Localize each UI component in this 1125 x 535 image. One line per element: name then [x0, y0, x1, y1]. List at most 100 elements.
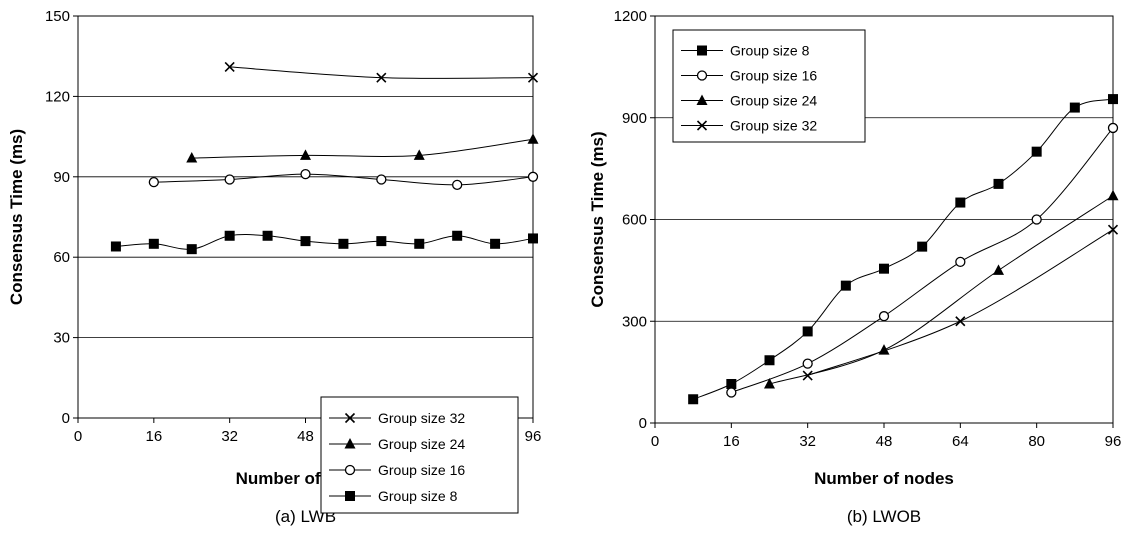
- x-tick-label: 0: [74, 428, 82, 445]
- legend-marker-x: [344, 412, 356, 424]
- data-point: [452, 179, 463, 190]
- data-point: [1108, 94, 1118, 105]
- series-group-size-16: [726, 122, 1119, 398]
- legend: Group size 8 Group size 16 Group size 24 Gr…: [672, 29, 866, 143]
- data-point: [262, 230, 273, 241]
- legend-label: Group size 16: [378, 462, 465, 478]
- data-point: [878, 311, 890, 322]
- y-tick-label: 0: [62, 410, 70, 427]
- data-point: [224, 230, 235, 241]
- legend-marker-square: [345, 491, 355, 501]
- y-tick-label: 30: [53, 330, 70, 347]
- data-point: [224, 61, 235, 72]
- data-point: [376, 174, 387, 185]
- legend-label: Group size 24: [378, 436, 465, 452]
- data-point: [186, 152, 198, 163]
- data-point: [1069, 102, 1080, 113]
- data-point: [338, 238, 349, 249]
- chart-caption: (b) LWOB: [847, 507, 921, 526]
- legend-label: Group size 24: [730, 93, 817, 109]
- series-line: [692, 98, 1114, 400]
- data-point: [1107, 122, 1119, 134]
- data-point: [186, 244, 197, 255]
- x-tick-label: 96: [525, 428, 542, 445]
- data-point: [840, 280, 851, 291]
- y-tick-label: 600: [622, 212, 647, 229]
- legend-label: Group size 16: [730, 68, 817, 84]
- data-point: [413, 149, 425, 160]
- series-line: [191, 138, 534, 159]
- data-point: [452, 230, 463, 241]
- legend-label: Group size 32: [378, 410, 465, 426]
- y-tick-label: 150: [45, 8, 70, 25]
- x-tick-label: 32: [799, 433, 816, 450]
- data-point: [764, 355, 775, 366]
- series-group-size-8: [688, 94, 1118, 405]
- y-tick-label: 300: [622, 313, 647, 330]
- data-point: [300, 149, 311, 160]
- panel-lwb: 03060901201500163248648096Number of node…: [7, 8, 541, 526]
- legend: Group size 32 Group size 24 Group size 16 G…: [320, 396, 519, 514]
- x-tick-label: 80: [1028, 433, 1045, 450]
- y-axis-title: Consensus Time (ms): [7, 129, 26, 305]
- data-point: [802, 370, 813, 381]
- data-point: [527, 171, 539, 182]
- data-point: [1107, 189, 1119, 201]
- series-line: [769, 195, 1114, 385]
- data-point: [376, 236, 387, 247]
- series-line: [807, 229, 1114, 376]
- legend-marker-triangle: [344, 438, 356, 449]
- y-tick-label: 120: [45, 88, 70, 105]
- data-point: [414, 238, 425, 249]
- legend-marker-x: [696, 120, 708, 131]
- data-point: [376, 72, 387, 83]
- data-point: [688, 394, 699, 405]
- legend-label: Group size 32: [730, 118, 817, 134]
- x-axis-title: Number of nodes: [814, 469, 954, 488]
- data-point: [726, 387, 737, 398]
- y-tick-label: 60: [53, 249, 70, 266]
- data-point: [527, 72, 539, 83]
- data-point: [224, 174, 235, 185]
- y-tick-label: 900: [622, 110, 647, 127]
- data-point: [148, 177, 159, 188]
- panel-lwob: 0 300 600 900 1200 0 16 32 48 64 80 96 Number of nod…: [588, 8, 1121, 526]
- data-point: [955, 256, 966, 268]
- x-tick-label: 48: [297, 428, 314, 445]
- data-point: [955, 197, 966, 208]
- legend-label: Group size 8: [730, 43, 810, 59]
- data-point: [802, 326, 813, 337]
- x-tick-label: 16: [723, 433, 740, 450]
- data-point: [802, 358, 813, 369]
- x-tick-label: 64: [952, 433, 969, 450]
- series-line: [731, 127, 1114, 393]
- data-point: [1031, 214, 1042, 225]
- series-line: [153, 173, 534, 186]
- data-point: [300, 236, 311, 247]
- data-point: [110, 241, 121, 252]
- data-point: [528, 233, 538, 244]
- data-point: [300, 168, 311, 180]
- x-tick-label: 96: [1105, 433, 1122, 450]
- series-group-size-16: [148, 168, 539, 190]
- y-tick-label: 1200: [614, 8, 647, 25]
- data-point: [955, 316, 966, 327]
- x-tick-label: 48: [876, 433, 893, 450]
- legend-marker-circle: [344, 464, 356, 476]
- data-point: [993, 178, 1004, 189]
- series-line: [115, 234, 534, 250]
- series-group-size-32: [224, 61, 539, 83]
- data-point: [148, 238, 159, 249]
- data-point: [726, 378, 737, 389]
- data-point: [527, 133, 539, 144]
- data-point: [1107, 224, 1119, 235]
- x-tick-label: 32: [221, 428, 238, 445]
- series-group-size-32: [802, 224, 1119, 381]
- legend-marker-square: [697, 45, 707, 56]
- series-group-size-24: [186, 133, 539, 163]
- x-tick-label: 16: [145, 428, 162, 445]
- legend-marker-triangle: [696, 94, 708, 105]
- y-tick-label: 0: [639, 415, 647, 432]
- y-tick-label: 90: [53, 169, 70, 186]
